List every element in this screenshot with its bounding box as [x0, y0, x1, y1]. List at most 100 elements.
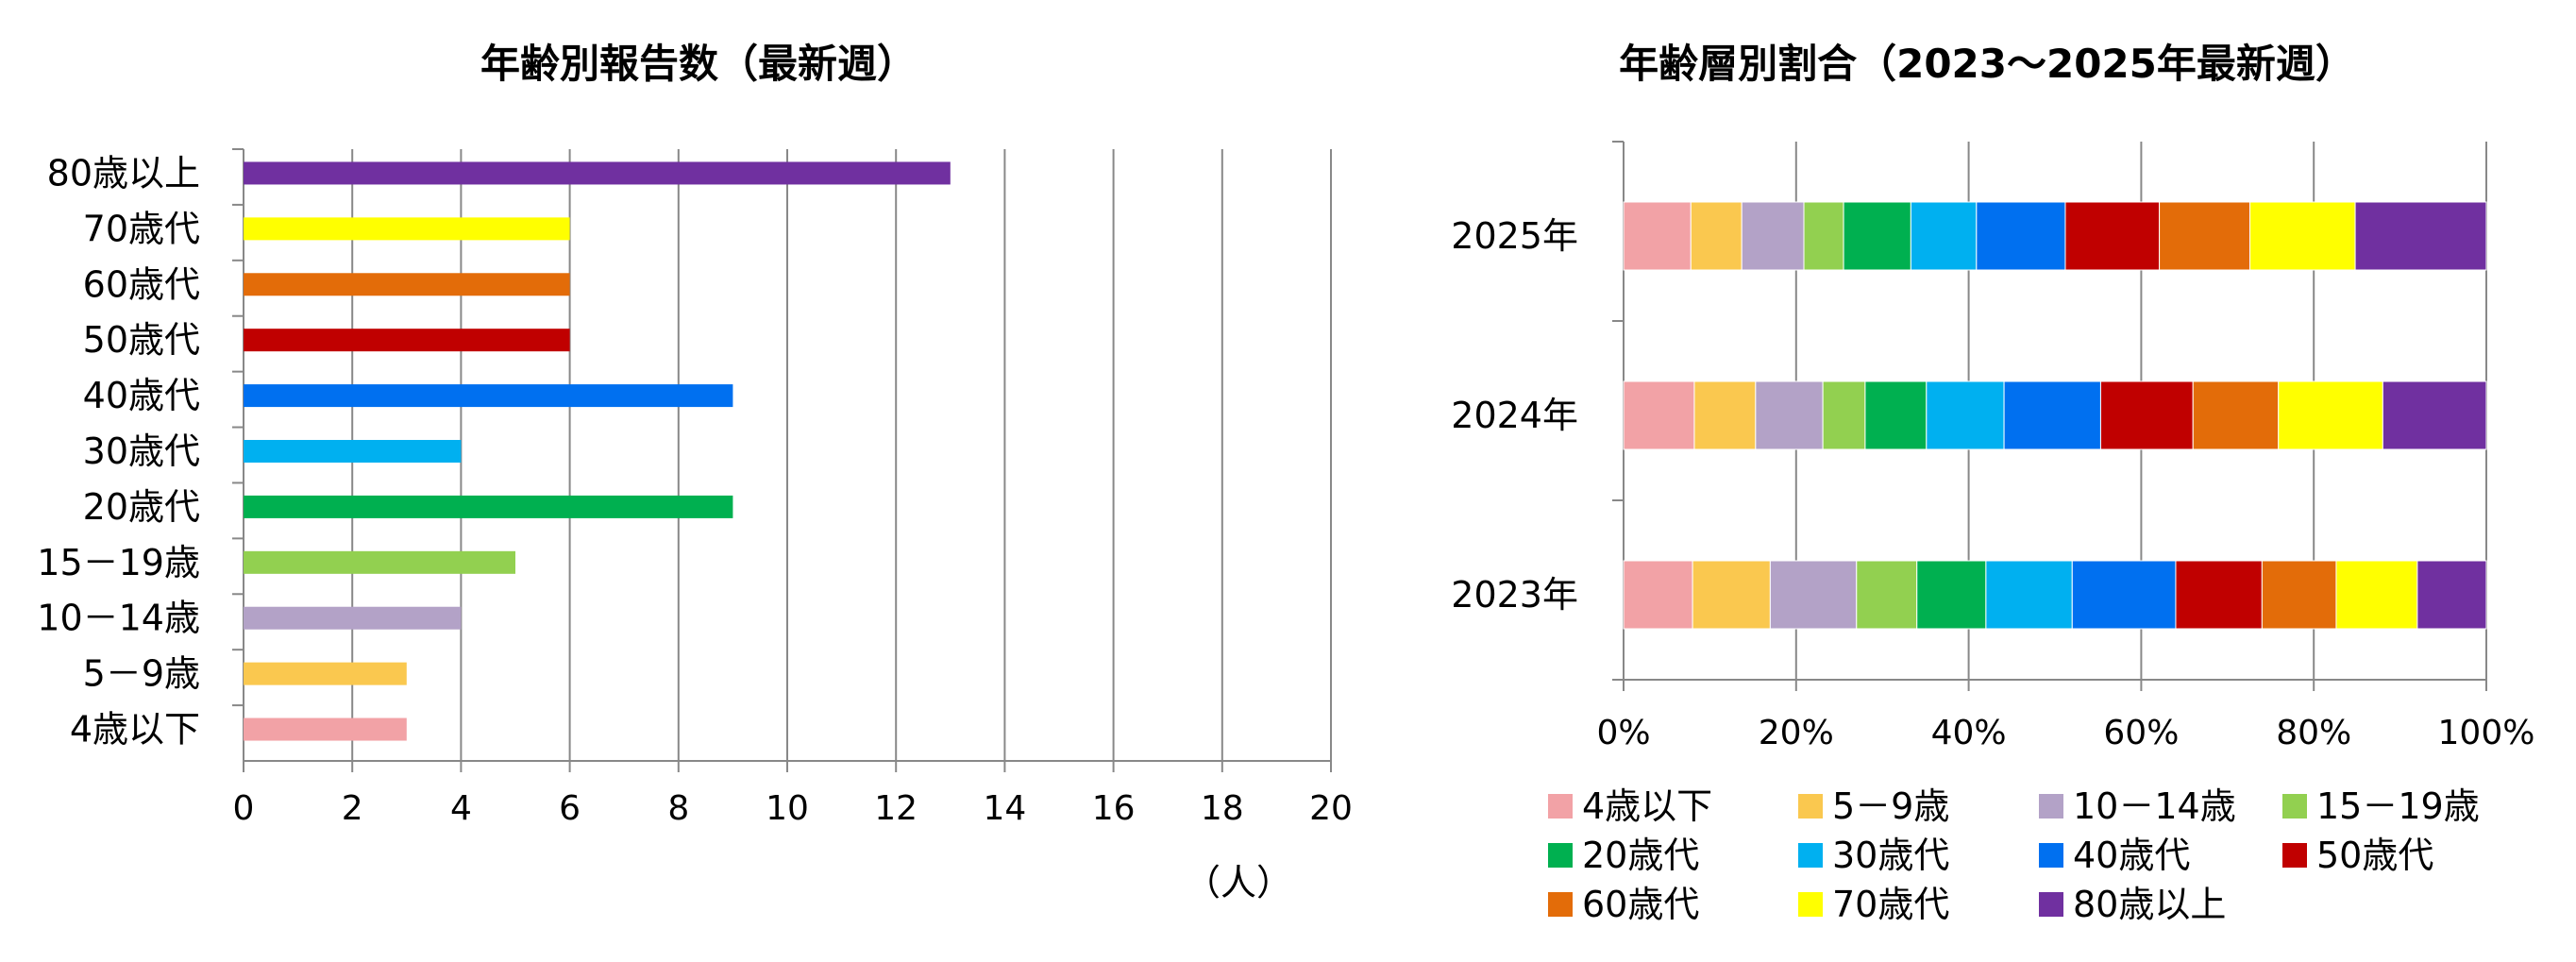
- right-bar-segment: [2278, 380, 2383, 450]
- left-bar: [244, 217, 570, 241]
- left-category-label: 5－9歳: [83, 653, 200, 695]
- right-bar-segment: [1623, 380, 1695, 450]
- left-bar: [244, 717, 407, 741]
- legend-label: 30歳代: [1832, 835, 1949, 876]
- right-bar-segment: [1976, 201, 2066, 271]
- right-category-label: 2025年: [1451, 215, 1578, 257]
- left-bar: [244, 440, 462, 463]
- right-bar-segment: [1623, 201, 1692, 271]
- left-x-tick-label: 10: [766, 789, 809, 828]
- legend-swatch: [2282, 843, 2307, 868]
- right-x-tick-label: 20%: [1759, 714, 1834, 752]
- left-chart-title: 年齢別報告数（最新週）: [480, 41, 917, 87]
- right-bar-segment: [2003, 380, 2101, 450]
- legend-swatch: [1798, 843, 1823, 868]
- legend-label: 20歳代: [1582, 835, 1699, 876]
- left-bar: [244, 329, 570, 352]
- right-x-tick-label: 60%: [2103, 714, 2179, 752]
- right-bar-segment: [1690, 201, 1743, 271]
- left-x-tick-label: 14: [983, 789, 1026, 828]
- left-chart-x-axis-label: （人）: [1185, 862, 1292, 903]
- left-x-tick-label: 6: [559, 789, 581, 828]
- right-bar-segment: [2071, 560, 2177, 630]
- left-chart-x-tick-labels: 0 2 4 6 8 10 12 14 16 18 20: [233, 789, 1353, 828]
- left-x-tick-label: 4: [450, 789, 472, 828]
- left-x-tick-label: 16: [1092, 789, 1136, 828]
- left-x-tick-label: 8: [667, 789, 689, 828]
- legend-swatch: [2039, 843, 2063, 868]
- left-bar: [244, 662, 407, 685]
- right-bar-segment: [1864, 380, 1928, 450]
- legend-swatch: [1798, 794, 1823, 819]
- legend-label: 80歳以上: [2073, 884, 2226, 925]
- right-bar-segment: [2354, 201, 2487, 271]
- right-bar-segment: [1985, 560, 2073, 630]
- left-bar: [244, 384, 733, 408]
- right-bar-segment: [1843, 201, 1911, 271]
- left-bar: [244, 550, 515, 574]
- legend-swatch: [1798, 892, 1823, 917]
- left-bar: [244, 161, 951, 185]
- left-category-label: 20歳代: [83, 486, 200, 528]
- right-chart-x-tick-labels: 0% 20% 40% 60% 80% 100%: [1596, 714, 2534, 752]
- right-bar-segment: [1741, 201, 1805, 271]
- legend-label: 70歳代: [1832, 884, 1949, 925]
- legend-swatch: [1548, 794, 1573, 819]
- right-bar-segment: [1693, 380, 1757, 450]
- right-bar-segment: [1769, 560, 1858, 630]
- legend-swatch: [1548, 892, 1573, 917]
- legend-swatch: [2039, 794, 2063, 819]
- left-chart-category-labels: 80歳以上 70歳代 60歳代 50歳代 40歳代 30歳代 20歳代 15－19歳 10－14…: [37, 152, 200, 750]
- left-category-label: 10－14歳: [37, 598, 200, 639]
- left-x-tick-label: 2: [342, 789, 363, 828]
- right-bar-segment: [1755, 380, 1824, 450]
- left-x-tick-label: 20: [1309, 789, 1353, 828]
- right-x-tick-label: 0%: [1596, 714, 1650, 752]
- legend-swatch: [2039, 892, 2063, 917]
- right-bar-segment: [2249, 201, 2356, 271]
- right-bar-segment: [2192, 380, 2280, 450]
- right-bar-segment: [2335, 560, 2418, 630]
- left-category-label: 40歳代: [83, 375, 200, 416]
- right-x-tick-label: 100%: [2438, 714, 2535, 752]
- right-bar-segment: [2382, 380, 2487, 450]
- left-category-label: 30歳代: [83, 430, 200, 472]
- right-x-tick-label: 40%: [1931, 714, 2007, 752]
- right-bar-segment: [1822, 380, 1866, 450]
- right-category-label: 2024年: [1451, 395, 1578, 436]
- legend-swatch: [2282, 794, 2307, 819]
- right-bar-segment: [2416, 560, 2487, 630]
- right-bar-segment: [1916, 560, 1987, 630]
- legend-swatch: [1548, 843, 1573, 868]
- right-chart-title: 年齢層別割合（2023～2025年最新週）: [1619, 41, 2355, 87]
- left-bar: [244, 606, 462, 630]
- left-x-tick-label: 18: [1201, 789, 1244, 828]
- right-bar-segment: [1692, 560, 1771, 630]
- left-category-label: 60歳代: [83, 263, 200, 305]
- left-category-label: 15－19歳: [37, 542, 200, 583]
- legend-label: 5－9歳: [1832, 785, 1949, 827]
- right-category-label: 2023年: [1451, 574, 1578, 616]
- right-bar-segment: [2099, 380, 2194, 450]
- right-chart-bars: [1623, 201, 2487, 630]
- left-bar: [244, 495, 733, 518]
- left-chart-bars: [244, 161, 951, 741]
- right-bar-segment: [2159, 201, 2251, 271]
- right-bar-segment: [2261, 560, 2337, 630]
- left-category-label: 4歳以下: [70, 709, 200, 751]
- legend-label: 60歳代: [1582, 884, 1699, 925]
- right-chart-legend: 4歳以下 5－9歳 10－14歳 15－19歳 20歳代 30歳代 40歳代 50歳代 60歳代…: [1548, 785, 2480, 925]
- legend-label: 10－14歳: [2073, 785, 2236, 827]
- right-bar-segment: [2064, 201, 2161, 271]
- left-category-label: 70歳代: [83, 208, 200, 249]
- legend-label: 4歳以下: [1582, 785, 1712, 827]
- right-x-tick-label: 80%: [2276, 714, 2351, 752]
- left-category-label: 50歳代: [83, 319, 200, 361]
- right-bar-segment: [1910, 201, 1978, 271]
- legend-label: 15－19歳: [2316, 785, 2480, 827]
- right-bar-segment: [1856, 560, 1918, 630]
- legend-label: 50歳代: [2316, 835, 2433, 876]
- right-chart-category-labels: 2025年 2024年 2023年: [1451, 215, 1578, 616]
- left-x-tick-label: 12: [874, 789, 918, 828]
